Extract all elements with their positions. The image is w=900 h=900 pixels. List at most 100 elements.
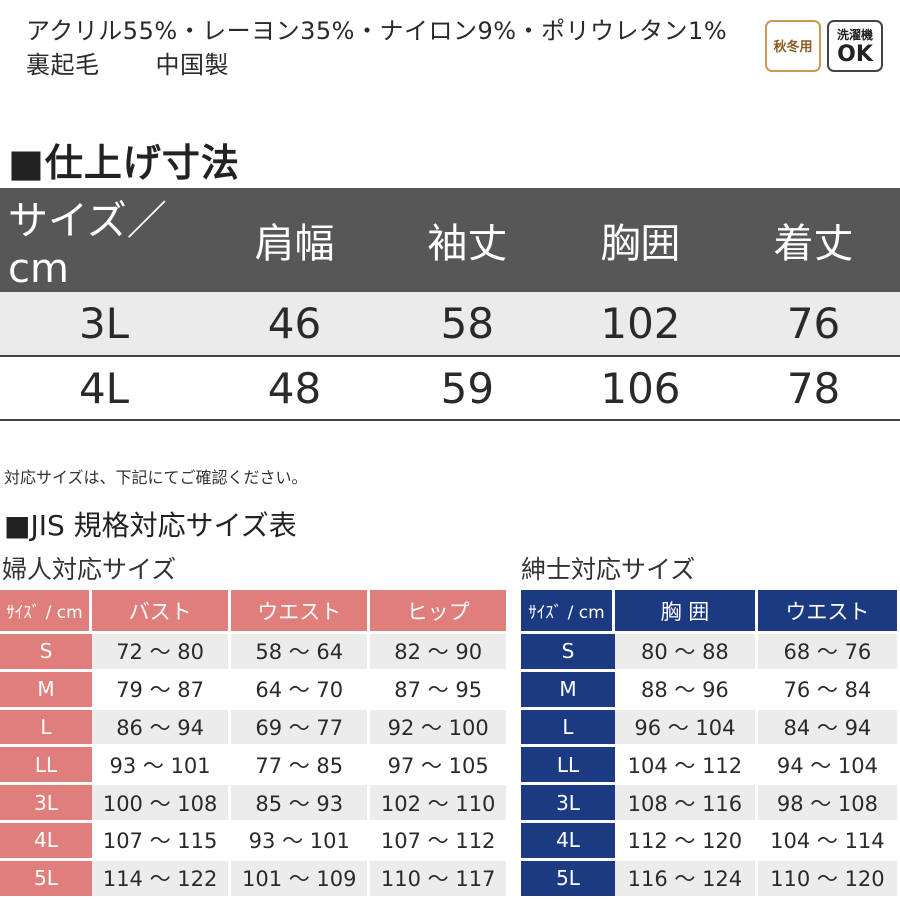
value-cell: 80 〜 88: [615, 631, 758, 669]
origin-label: 中国製: [155, 51, 229, 79]
value-cell: 59: [380, 356, 554, 421]
size-cell: L: [521, 706, 615, 745]
value-cell: 102: [553, 292, 728, 357]
size-cell: 4L: [521, 819, 615, 858]
value-cell: 82 〜 90: [370, 631, 506, 669]
header-waist: ウエスト: [231, 590, 371, 631]
season-badge: 秋冬用: [765, 20, 821, 72]
size-cell: 4L: [0, 356, 208, 421]
header-chest: 胸 囲: [615, 590, 758, 631]
size-cell: LL: [0, 744, 92, 783]
value-cell: 76 〜 84: [757, 668, 897, 707]
value-cell: 104 〜 114: [757, 819, 897, 858]
value-cell: 76: [727, 292, 900, 357]
women-size-table: ｻｲｽﾞ / cm バスト ウエスト ヒップ S 72 〜 80 58 〜 64…: [0, 590, 506, 896]
header-waist: ウエスト: [757, 590, 897, 631]
men-header-row: ｻｲｽﾞ / cm 胸 囲 ウエスト: [521, 590, 897, 631]
table-row: 3L 46 58 102 76: [0, 292, 900, 357]
value-cell: 46: [208, 292, 381, 357]
value-cell: 107 〜 112: [370, 819, 506, 858]
value-cell: 107 〜 115: [92, 819, 232, 858]
value-cell: 112 〜 120: [615, 819, 758, 858]
table-row: 4L 48 59 106 78: [0, 356, 900, 421]
value-cell: 110 〜 120: [757, 857, 897, 896]
header-chest: 胸囲: [553, 188, 728, 292]
finished-size-title: ■仕上げ寸法: [8, 141, 240, 185]
value-cell: 94 〜 104: [757, 744, 897, 783]
value-cell: 116 〜 124: [615, 857, 758, 896]
value-cell: 86 〜 94: [92, 706, 232, 745]
finished-size-table: サイズ／cm 肩幅 袖丈 胸囲 着丈 3L 46 58 102 76 4L 48…: [0, 188, 900, 421]
size-cell: S: [0, 631, 92, 669]
table-row: 4L 107 〜 115 93 〜 101 107 〜 112: [0, 819, 506, 858]
value-cell: 87 〜 95: [370, 668, 506, 707]
value-cell: 48: [208, 356, 381, 421]
women-header-row: ｻｲｽﾞ / cm バスト ウエスト ヒップ: [0, 590, 506, 631]
lining-label: 裏起毛: [26, 51, 100, 79]
header-sleeve: 袖丈: [380, 188, 554, 292]
header-bust: バスト: [92, 590, 232, 631]
men-size-table: ｻｲｽﾞ / cm 胸 囲 ウエスト S 80 〜 88 68 〜 76 M 8…: [521, 590, 897, 896]
table-row: M 79 〜 87 64 〜 70 87 〜 95: [0, 668, 506, 707]
size-cell: L: [0, 706, 92, 745]
women-size-title: 婦人対応サイズ: [2, 555, 177, 584]
value-cell: 110 〜 117: [370, 857, 506, 896]
size-cell: 5L: [521, 857, 615, 896]
header-shoulder: 肩幅: [208, 188, 381, 292]
header-size: ｻｲｽﾞ / cm: [0, 590, 92, 631]
value-cell: 77 〜 85: [231, 744, 371, 783]
size-cell: LL: [521, 744, 615, 783]
value-cell: 98 〜 108: [757, 782, 897, 820]
table-row: L 96 〜 104 84 〜 94: [521, 706, 897, 745]
table-row: S 72 〜 80 58 〜 64 82 〜 90: [0, 631, 506, 669]
table-row: 5L 114 〜 122 101 〜 109 110 〜 117: [0, 857, 506, 896]
material-composition: アクリル55%・レーヨン35%・ナイロン9%・ポリウレタン1%: [26, 17, 728, 45]
value-cell: 97 〜 105: [370, 744, 506, 783]
size-cell: S: [521, 631, 615, 669]
value-cell: 96 〜 104: [615, 706, 758, 745]
size-cell: 3L: [521, 782, 615, 820]
value-cell: 93 〜 101: [231, 819, 371, 858]
value-cell: 92 〜 100: [370, 706, 506, 745]
header-size: サイズ／cm: [0, 188, 208, 292]
table-row: 4L 112 〜 120 104 〜 114: [521, 819, 897, 858]
value-cell: 108 〜 116: [615, 782, 758, 820]
value-cell: 102 〜 110: [370, 782, 506, 820]
value-cell: 84 〜 94: [757, 706, 897, 745]
value-cell: 88 〜 96: [615, 668, 758, 707]
size-cell: 3L: [0, 292, 208, 357]
size-cell: M: [521, 668, 615, 707]
value-cell: 58: [380, 292, 554, 357]
table-row: L 86 〜 94 69 〜 77 92 〜 100: [0, 706, 506, 745]
header-length: 着丈: [727, 188, 900, 292]
header-hip: ヒップ: [370, 590, 506, 631]
table-row: 3L 108 〜 116 98 〜 108: [521, 782, 897, 820]
size-cell: M: [0, 668, 92, 707]
material-details: 裏起毛 中国製: [26, 48, 727, 82]
table-row: M 88 〜 96 76 〜 84: [521, 668, 897, 707]
washable-badge-ok: OK: [837, 42, 873, 67]
value-cell: 104 〜 112: [615, 744, 758, 783]
washable-badge-label: 洗濯機: [836, 28, 873, 42]
value-cell: 78: [727, 356, 900, 421]
material-info: アクリル55%・レーヨン35%・ナイロン9%・ポリウレタン1% 裏起毛 中国製: [26, 14, 727, 82]
value-cell: 85 〜 93: [231, 782, 371, 820]
jis-size-title: ■JIS 規格対応サイズ表: [4, 509, 297, 542]
value-cell: 101 〜 109: [231, 857, 371, 896]
men-size-title: 紳士対応サイズ: [521, 555, 696, 584]
value-cell: 72 〜 80: [92, 631, 232, 669]
table-row: 5L 116 〜 124 110 〜 120: [521, 857, 897, 896]
table-row: LL 93 〜 101 77 〜 85 97 〜 105: [0, 744, 506, 783]
value-cell: 69 〜 77: [231, 706, 371, 745]
table-row: 3L 100 〜 108 85 〜 93 102 〜 110: [0, 782, 506, 820]
size-note: 対応サイズは、下記にてご確認ください。: [4, 468, 308, 487]
value-cell: 106: [553, 356, 728, 421]
size-cell: 4L: [0, 819, 92, 858]
finished-size-header-row: サイズ／cm 肩幅 袖丈 胸囲 着丈: [0, 188, 900, 292]
value-cell: 114 〜 122: [92, 857, 232, 896]
size-cell: 3L: [0, 782, 92, 820]
washable-badge: 洗濯機 OK: [827, 20, 883, 72]
value-cell: 93 〜 101: [92, 744, 232, 783]
value-cell: 68 〜 76: [757, 631, 897, 669]
size-cell: 5L: [0, 857, 92, 896]
